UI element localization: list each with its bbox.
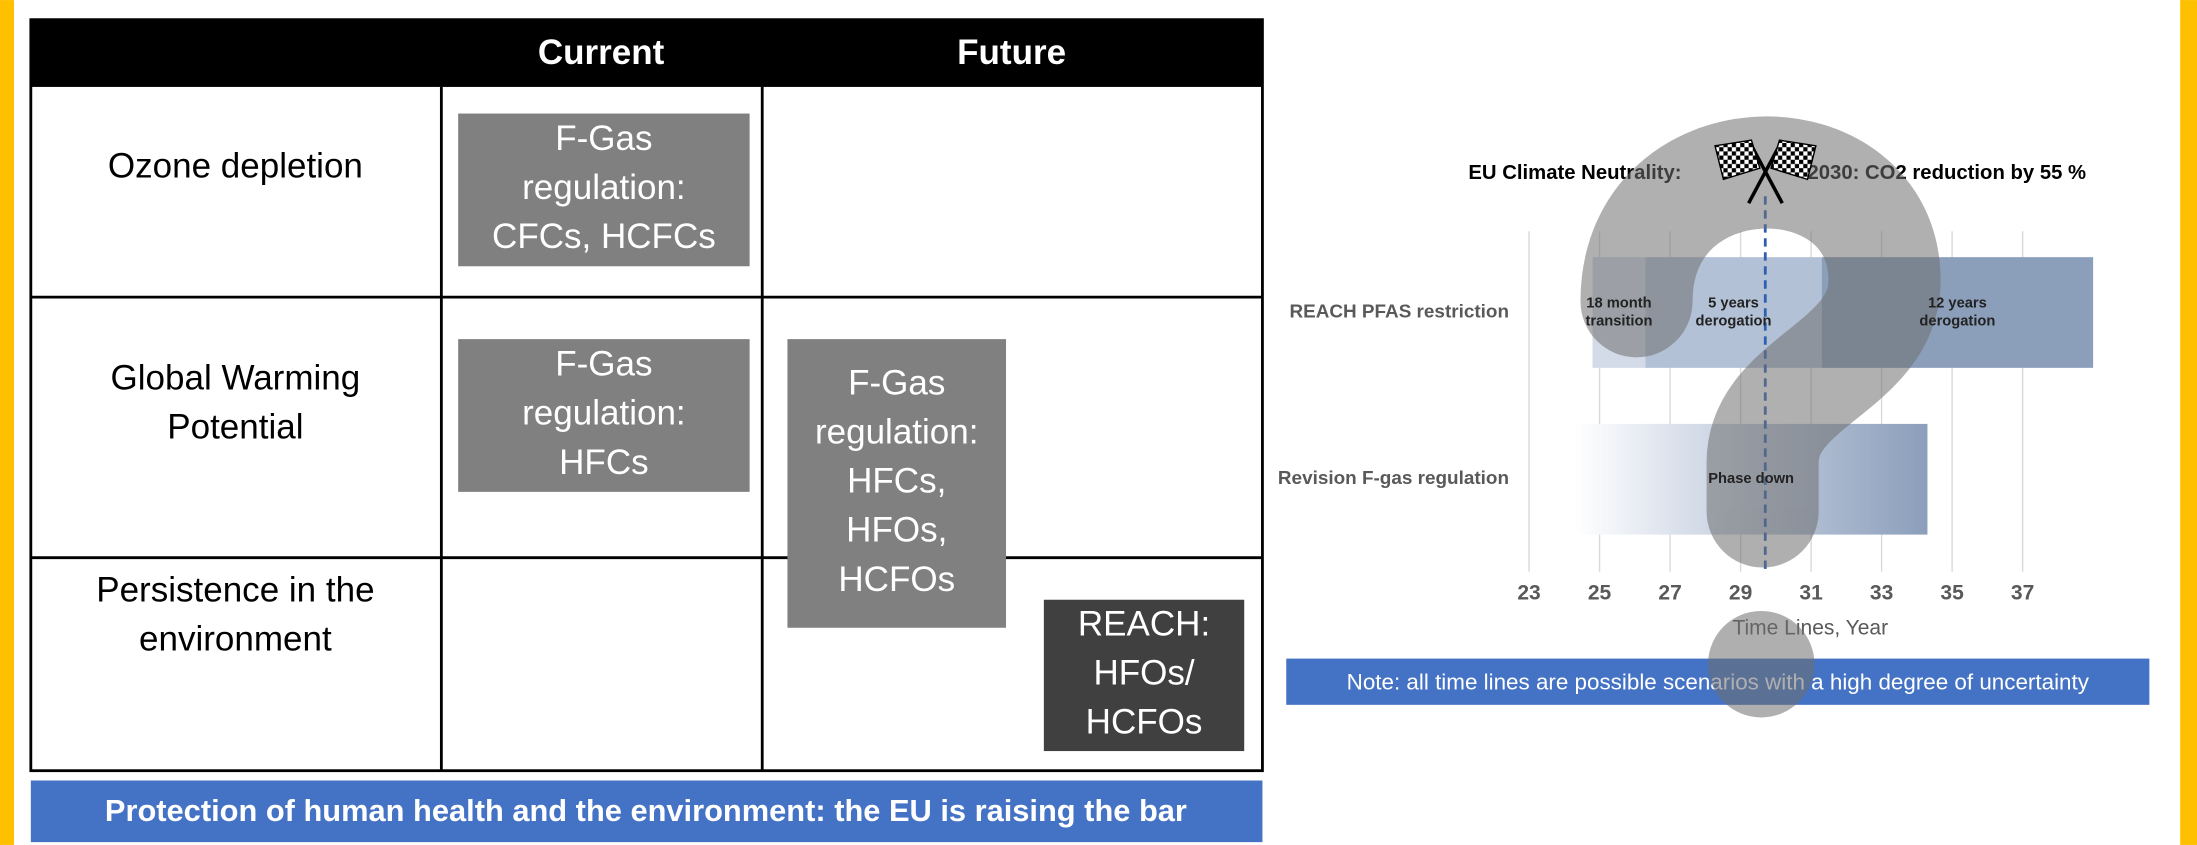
- segment-label: 5 years: [1708, 295, 1759, 311]
- x-tick-label: 23: [1517, 582, 1540, 605]
- segment-label: 18 month: [1586, 295, 1651, 311]
- box-text: HFOs,: [846, 511, 947, 550]
- x-tick-label: 37: [2011, 582, 2034, 605]
- row-label: Potential: [167, 408, 303, 447]
- category-label: Revision F-gas regulation: [1278, 468, 1509, 489]
- category-label: REACH PFAS restriction: [1289, 302, 1509, 323]
- box-text: HCFOs: [838, 560, 955, 599]
- footer-text: Protection of human health and the envir…: [105, 793, 1187, 828]
- segment-label: Phase down: [1708, 471, 1794, 487]
- footer-banner: [30, 780, 1263, 843]
- table-grid: [29, 18, 1264, 773]
- box-text: CFCs, HCFCs: [492, 217, 716, 256]
- row-label: Persistence in the: [96, 570, 374, 609]
- regulation-box: [787, 339, 1007, 628]
- regulation-box: [1043, 599, 1245, 752]
- regulation-box: [458, 113, 750, 267]
- x-tick-label: 29: [1729, 582, 1752, 605]
- row-label: environment: [139, 619, 332, 658]
- flags-icon: [1714, 139, 1817, 205]
- box-text: F-Gas: [555, 345, 652, 384]
- box-text: REACH:: [1078, 605, 1210, 644]
- right-border: [2180, 0, 2197, 845]
- box-text: HCFOs: [1086, 703, 1203, 742]
- x-tick-label: 35: [1940, 582, 1964, 605]
- box-text: HFOs/: [1093, 654, 1194, 693]
- box-text: HFCs,: [847, 462, 946, 501]
- header-current: Current: [538, 33, 665, 72]
- row-label: Ozone depletion: [108, 146, 363, 185]
- segment-label: derogation: [1696, 314, 1772, 330]
- table-header: [30, 19, 1263, 87]
- row-label: Global Warming: [111, 359, 361, 398]
- segment-label: transition: [1585, 314, 1652, 330]
- segment-label: 12 years: [1928, 295, 1987, 311]
- box-text: regulation:: [522, 394, 686, 433]
- question-mark: [1580, 116, 1941, 718]
- x-tick-label: 27: [1658, 582, 1681, 605]
- header-future: Future: [957, 33, 1066, 72]
- x-tick-label: 25: [1588, 582, 1612, 605]
- x-tick-label: 33: [1870, 582, 1893, 605]
- x-tick-label: 31: [1799, 582, 1823, 605]
- box-text: regulation:: [522, 168, 686, 207]
- box-text: F-Gas: [555, 119, 652, 158]
- box-text: F-Gas: [848, 364, 945, 403]
- box-text: HFCs: [559, 443, 648, 482]
- segment-label: derogation: [1919, 314, 1995, 330]
- left-border: [0, 0, 15, 845]
- box-text: regulation:: [815, 413, 979, 452]
- regulation-box: [458, 339, 750, 492]
